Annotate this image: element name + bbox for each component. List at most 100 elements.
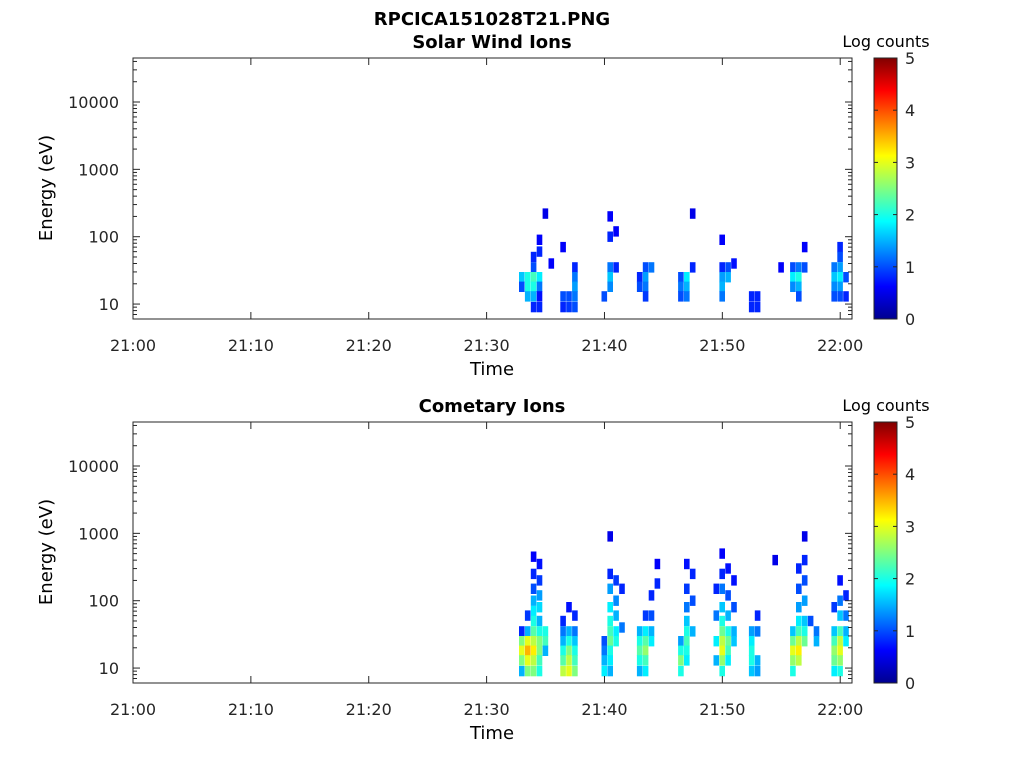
heatmap-cell	[813, 636, 820, 647]
heatmap-cell	[519, 665, 525, 677]
heatmap-cell	[536, 246, 543, 257]
heatmap-cell	[524, 636, 531, 647]
colorbar-label: Log counts	[842, 396, 929, 415]
x-tick-label: 21:50	[699, 700, 745, 719]
colorbar-tick-label: 2	[905, 206, 915, 225]
heatmap-cell	[837, 262, 843, 273]
heatmap-cell	[719, 583, 725, 594]
heatmap-cell	[536, 272, 543, 283]
heatmap-cell	[831, 602, 837, 613]
heatmap-cell	[530, 272, 537, 283]
heatmap-cell	[790, 626, 796, 637]
heatmap-cell	[613, 595, 619, 606]
heatmap-cell	[530, 281, 537, 292]
x-tick-label: 22:00	[817, 700, 863, 719]
axes: 21:00 21:10 21:20 21:30 21:40 21:50 22:00 10 100…	[68, 57, 863, 355]
heatmap-cell	[796, 281, 802, 292]
heatmap-cell	[613, 262, 619, 273]
heatmap-cell	[790, 655, 796, 666]
heatmap-cell	[642, 655, 649, 666]
heatmap-cell	[801, 241, 808, 253]
heatmap-cell	[719, 636, 725, 647]
heatmap-cell	[560, 626, 566, 637]
heatmap-cell	[560, 655, 566, 666]
heatmap-cell	[754, 301, 761, 313]
heatmap-cell	[566, 665, 572, 677]
heatmap-cell	[831, 665, 837, 677]
heatmap-cell	[684, 583, 690, 594]
heatmap-cell	[754, 626, 761, 637]
heatmap-cells	[519, 531, 849, 677]
heatmap-cell	[796, 291, 802, 302]
y-tick-label: 10	[99, 659, 119, 678]
heatmap-cell	[689, 568, 696, 580]
heatmap-cell	[754, 291, 761, 302]
heatmap-cell	[684, 636, 690, 647]
y-tick-label: 100	[88, 592, 119, 611]
heatmap-cell	[725, 262, 731, 273]
heatmap-cell	[572, 291, 578, 302]
heatmap-cell	[731, 636, 737, 647]
figure-title: RPCICA151028T21.PNG	[374, 9, 610, 30]
heatmap-cell	[754, 665, 761, 677]
heatmap-cell	[748, 636, 755, 647]
x-tick-label: 21:10	[228, 700, 274, 719]
heatmap-cell	[560, 301, 566, 313]
heatmap-cell	[530, 251, 537, 263]
heatmap-cell	[542, 645, 549, 656]
heatmap-cell	[831, 262, 837, 273]
heatmap-cell	[560, 636, 566, 647]
y-tick-label: 10000	[68, 93, 119, 112]
heatmap-cell	[796, 626, 802, 637]
heatmap-cell	[837, 272, 843, 283]
heatmap-cell	[607, 568, 613, 580]
heatmap-cell	[837, 291, 843, 302]
heatmap-cell	[790, 281, 796, 292]
heatmap-cell	[719, 615, 725, 627]
heatmap-cell	[772, 554, 778, 566]
x-tick-label: 21:10	[228, 336, 274, 355]
heatmap-cell	[725, 590, 731, 601]
heatmap-cell	[607, 231, 613, 242]
heatmap-cell	[725, 610, 731, 621]
heatmap-cell	[560, 291, 566, 302]
heatmap-cell	[636, 636, 643, 647]
x-tick-label: 21:00	[110, 700, 156, 719]
heatmap-cell	[572, 655, 578, 666]
heatmap-cell	[725, 272, 731, 283]
heatmap-cell	[831, 626, 837, 637]
heatmap-cell	[642, 272, 649, 283]
heatmap-cell	[607, 655, 613, 666]
heatmap-cell	[678, 636, 684, 647]
heatmap-cell	[719, 645, 725, 656]
heatmap-cell	[530, 301, 537, 313]
heatmap-cell	[530, 595, 537, 606]
heatmap-cell	[607, 626, 613, 637]
heatmap-cell	[725, 655, 731, 666]
heatmap-cell	[801, 554, 808, 566]
heatmap-cell	[689, 626, 696, 637]
heatmap-cell	[796, 602, 802, 613]
heatmap-cell	[684, 626, 690, 637]
heatmap-cell	[725, 563, 731, 574]
heatmap-cell	[778, 262, 784, 273]
heatmap-cell	[642, 665, 649, 677]
heatmap-cell	[689, 262, 696, 273]
heatmap-cell	[530, 615, 537, 627]
heatmap-cell	[519, 636, 525, 647]
x-tick-label: 21:20	[346, 700, 392, 719]
panel-title: Cometary Ions	[419, 396, 566, 417]
heatmap-cell	[560, 645, 566, 656]
heatmap-cell	[536, 615, 543, 627]
cometary-ions-panel: Cometary Ions 21:00 21:10 21:20 21:30 21:40 2…	[36, 396, 930, 744]
heatmap-cell	[843, 272, 849, 283]
solar-wind-panel: Solar Wind Ions 21:00 21:10 21:20 21:30 21:4…	[36, 32, 930, 380]
heatmap-cell	[607, 665, 613, 677]
heatmap-cell	[796, 563, 802, 574]
heatmap-cell	[530, 655, 537, 666]
heatmap-cell	[566, 602, 572, 613]
heatmap-cell	[613, 636, 619, 647]
heatmap-cell	[572, 636, 578, 647]
heatmap-cell	[572, 262, 578, 273]
